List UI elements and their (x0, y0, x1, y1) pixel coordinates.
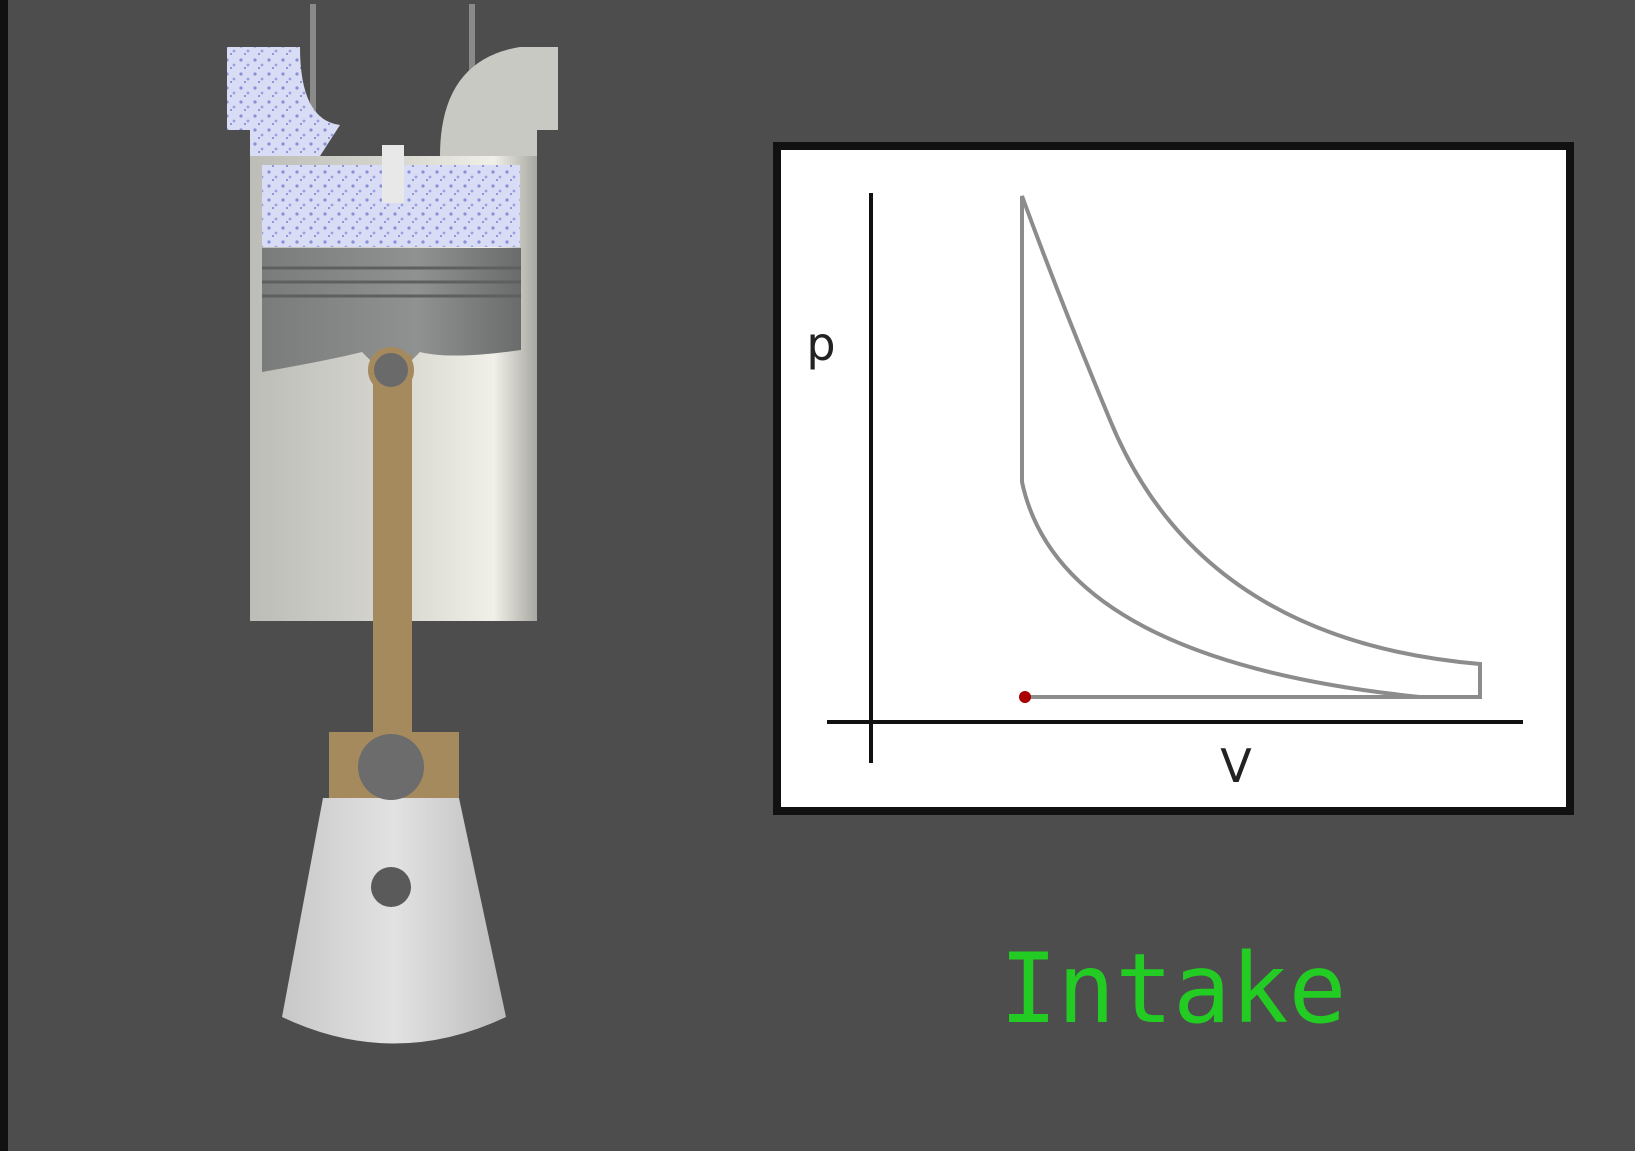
piston (262, 248, 521, 372)
engine (227, 4, 558, 1044)
left-edge (0, 0, 8, 1151)
x-axis-label: V (1220, 739, 1252, 793)
crank-web (282, 798, 506, 1044)
exhaust-port (440, 47, 558, 156)
connecting-rod (373, 355, 412, 745)
state-point (1019, 691, 1031, 703)
pv-diagram: p V (773, 142, 1574, 815)
piston-pin (368, 347, 414, 393)
spark-plug (382, 145, 404, 203)
stage-label: Intake (1000, 933, 1347, 1045)
crank-pin (358, 734, 424, 800)
y-axis-label: p (806, 317, 835, 371)
intake-port (227, 47, 340, 156)
diagram-panel (773, 142, 1574, 815)
crank-shaft (371, 867, 411, 907)
pv-cycle (1020, 195, 1482, 699)
